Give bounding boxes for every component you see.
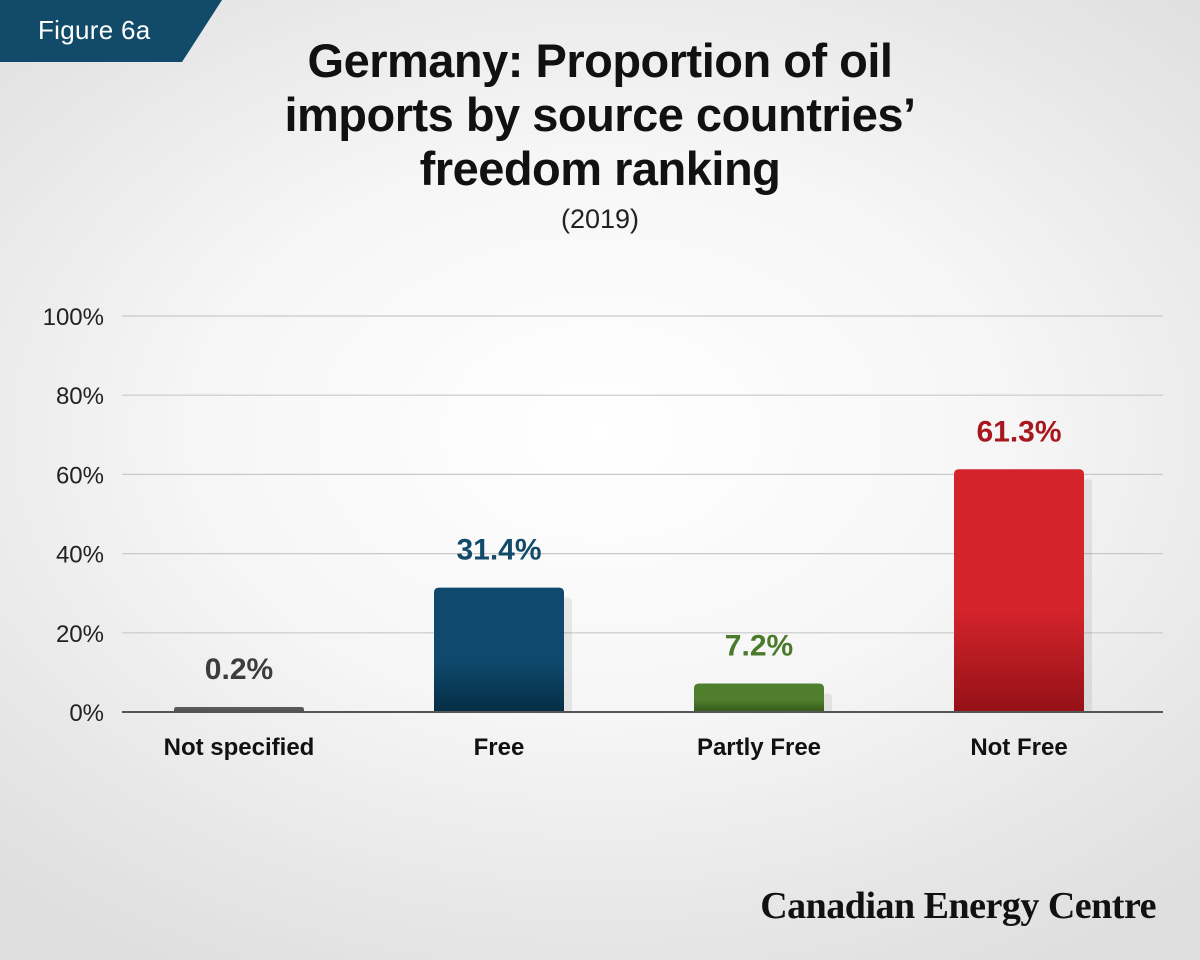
figure-label-text: Figure 6a: [38, 15, 151, 45]
chart-title-line-2: imports by source countries’: [284, 88, 916, 141]
x-category-label: Not Free: [970, 734, 1067, 761]
bar-not-free: [954, 469, 1084, 712]
data-label: 61.3%: [976, 415, 1061, 448]
chart-title-line-1: Germany: Proportion of oil: [307, 34, 893, 87]
bar-free: [434, 587, 564, 712]
bar-not-specified: [174, 707, 304, 712]
x-category-label: Not specified: [164, 734, 315, 761]
y-tick-label: 60%: [56, 462, 104, 489]
data-label: 7.2%: [725, 629, 793, 662]
y-tick-label: 20%: [56, 621, 104, 648]
data-label: 31.4%: [456, 534, 541, 567]
bar-partly-free: [694, 683, 824, 712]
figure-label-badge: Figure 6a: [0, 0, 222, 62]
data-label: 0.2%: [205, 653, 273, 686]
chart-title-line-3: freedom ranking: [419, 142, 781, 195]
y-tick-label: 40%: [56, 542, 104, 569]
y-tick-label: 80%: [56, 383, 104, 410]
y-tick-label: 0%: [69, 700, 104, 727]
chart-subtitle: (2019): [560, 204, 640, 234]
brand-logo-text: Canadian Energy Centre: [760, 885, 1156, 927]
x-category-label: Partly Free: [697, 734, 821, 761]
y-tick-label: 100%: [43, 304, 104, 331]
x-category-label: Free: [474, 734, 525, 761]
